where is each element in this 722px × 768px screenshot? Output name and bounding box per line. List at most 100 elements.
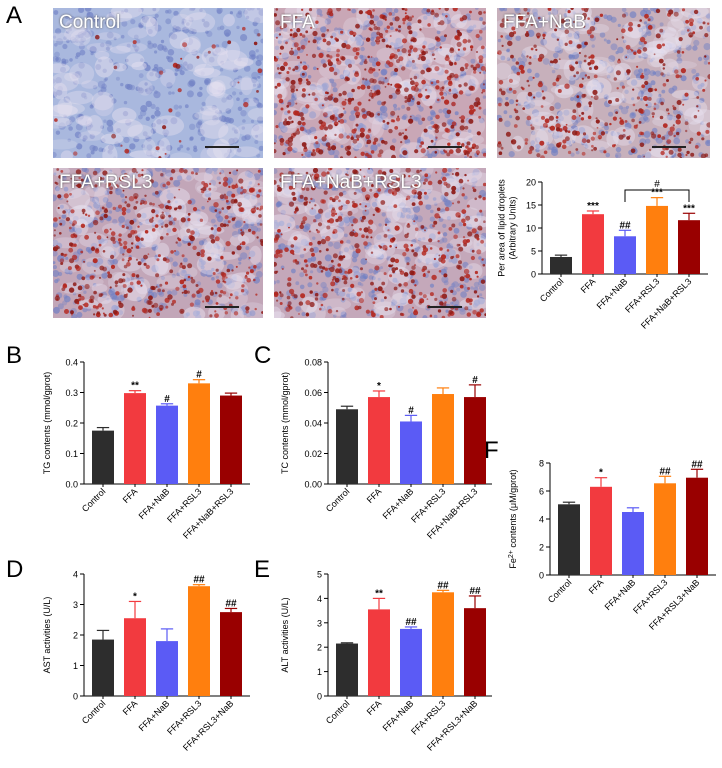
y-axis-title: AST activities (U/L) <box>42 597 52 674</box>
y-tick-label: 0 <box>531 270 536 280</box>
bar <box>432 592 454 696</box>
significance-label: * <box>377 381 381 392</box>
micrograph-label: Control <box>59 12 121 33</box>
micrograph-control: Control <box>53 8 263 158</box>
bar <box>590 486 612 575</box>
significance-label: # <box>196 370 202 381</box>
x-tick-label: FFA <box>365 486 384 505</box>
significance-label: *** <box>683 203 695 214</box>
micrograph-ffa-rsl3: FFA+RSL3 <box>53 168 263 318</box>
significance-label: ## <box>225 598 237 609</box>
bar <box>220 612 242 696</box>
lipid-droplets <box>53 168 263 318</box>
micrograph-ffa-nab: FFA+NaB <box>497 8 710 158</box>
significance-label: * <box>599 468 603 479</box>
y-tick-label: 1 <box>317 667 322 677</box>
y-tick-label: 0 <box>73 692 78 702</box>
panel-letter-c: C <box>254 342 272 369</box>
micrograph-texture <box>497 8 710 158</box>
bar <box>686 477 708 575</box>
micrograph-label: FFA+NaB+RSL3 <box>280 172 422 193</box>
bar <box>678 220 700 274</box>
bar <box>464 608 486 696</box>
bar <box>622 512 644 575</box>
y-tick-label: 2 <box>317 643 322 653</box>
significance-label: ** <box>375 588 383 599</box>
x-tick-label: FFA <box>579 276 598 295</box>
lipid-droplets <box>274 168 486 318</box>
y-tick-label: 15 <box>526 201 536 211</box>
panel-letter-d: D <box>6 556 24 583</box>
x-tick-label: FFA <box>121 698 140 717</box>
bar <box>336 409 358 484</box>
micrograph-label: FFA <box>280 12 315 33</box>
bar <box>654 483 676 575</box>
y-axis-title: Fe2+ contents (μM/gprot) <box>508 469 519 568</box>
chart-tc-contents: 0.00 0.02 0.04 0.06 0.08 TC contents (mmol/gp… <box>280 358 492 541</box>
significance-label: *** <box>587 201 599 212</box>
significance-label: ## <box>193 575 205 586</box>
x-tick-label: FFA <box>365 698 384 717</box>
bar <box>92 639 114 696</box>
significance-label: # <box>472 375 478 386</box>
significance-label: ## <box>691 459 703 470</box>
bar <box>582 214 604 274</box>
x-tick-label: FFA <box>587 577 606 596</box>
micrograph-label: FFA+RSL3 <box>59 172 153 193</box>
significance-label: ## <box>469 586 481 597</box>
bar <box>124 393 146 484</box>
y-tick-label: 1 <box>73 661 78 671</box>
bar <box>614 236 636 274</box>
bar <box>464 397 486 484</box>
micrograph-texture <box>53 168 263 318</box>
bar <box>336 643 358 696</box>
y-tick-label: 3 <box>73 600 78 610</box>
bar <box>156 641 178 696</box>
significance-label: ** <box>131 381 139 392</box>
y-tick-label: 10 <box>526 224 536 234</box>
significance-label: ## <box>437 580 449 591</box>
significance-label: # <box>408 405 414 416</box>
significance-label: # <box>164 394 170 405</box>
y-tick-label: 2 <box>73 631 78 641</box>
bar <box>400 421 422 484</box>
bracket-label: # <box>654 179 660 190</box>
y-tick-label: 0.2 <box>65 419 78 429</box>
y-tick-label: 0 <box>317 692 322 702</box>
y-tick-label: 0.08 <box>304 358 322 368</box>
significance-label: ## <box>659 466 671 477</box>
x-tick-label: Control <box>324 486 352 514</box>
bar <box>124 618 146 696</box>
y-axis-title: ALT activities (U/L) <box>280 597 290 672</box>
bar <box>188 383 210 484</box>
bar <box>432 394 454 484</box>
panel-letter-b: B <box>6 342 23 369</box>
y-tick-label: 0 <box>539 571 544 581</box>
scale-bar <box>652 146 686 148</box>
x-tick-label: Control <box>546 577 574 605</box>
comparison-bracket <box>624 189 690 202</box>
y-tick-label: 20 <box>526 178 536 188</box>
micrograph-texture <box>274 168 486 318</box>
y-tick-label: 4 <box>539 515 544 525</box>
lipid-droplets <box>54 26 263 158</box>
significance-label: ## <box>619 220 631 231</box>
bar <box>92 430 114 484</box>
micrograph-texture <box>274 8 486 158</box>
micrograph-texture <box>53 8 263 158</box>
bar <box>156 405 178 484</box>
y-tick-label: 4 <box>73 570 78 580</box>
bar <box>220 395 242 484</box>
significance-label: *** <box>651 188 663 199</box>
y-tick-label: 4 <box>317 594 322 604</box>
significance-label: * <box>133 591 137 602</box>
y-tick-label: 5 <box>531 247 536 257</box>
bar <box>188 586 210 696</box>
y-tick-label: 3 <box>317 618 322 628</box>
x-tick-label: Control <box>80 698 108 726</box>
x-tick-label: FFA <box>121 486 140 505</box>
y-tick-label: 0.4 <box>65 358 78 368</box>
x-tick-label: Control <box>538 276 566 304</box>
y-tick-label: 0.02 <box>304 449 322 459</box>
